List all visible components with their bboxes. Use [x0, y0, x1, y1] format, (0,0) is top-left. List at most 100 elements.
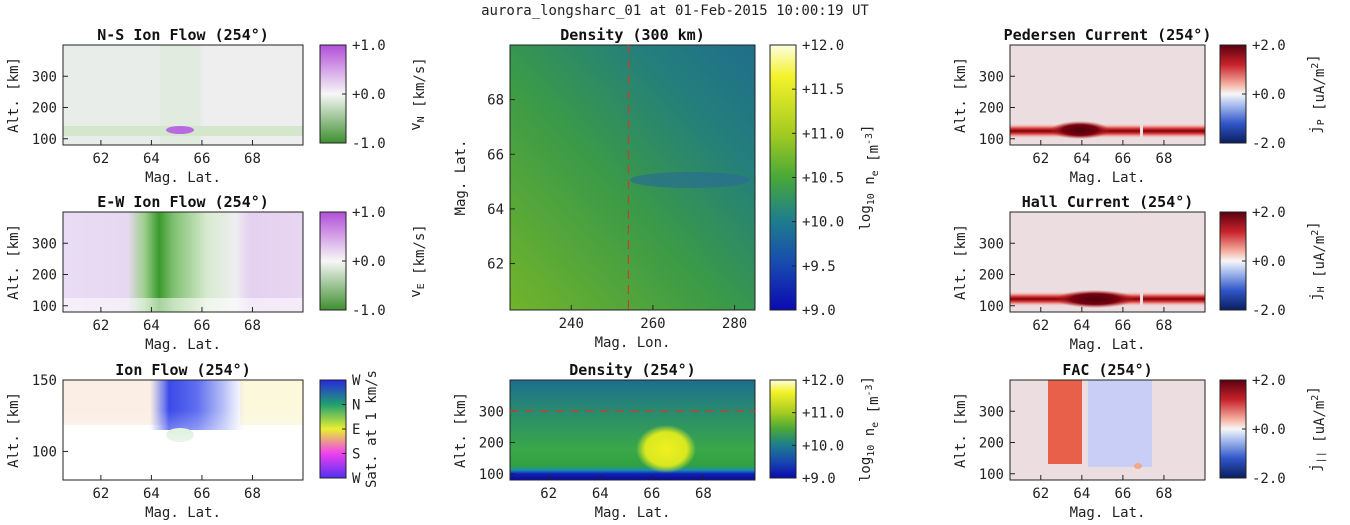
dens300-ytick-label: 64 [487, 202, 504, 218]
ped-xtick-label: 66 [1114, 151, 1131, 167]
chart-annotations: N-S Ion Flow (254°) 62 64 66 68 Mag. Lat. 100 2… [6, 26, 1328, 521]
flow-xtick-label: 66 [194, 486, 211, 502]
dens300-cbar-tick-label: +11.0 [802, 126, 844, 142]
flow-plot-frame [62, 379, 304, 481]
fac-xlabel: Mag. Lat. [1070, 505, 1146, 521]
dens300-colorbar-label-part: ] [860, 124, 876, 132]
flow-xtick-label: 62 [92, 486, 109, 502]
dens254-ytick-label: 300 [479, 404, 504, 420]
dens300-ytick-label: 62 [487, 257, 504, 273]
dens300-cbar-tick-label: +12.0 [802, 38, 844, 54]
flow-ytick-label: 100 [32, 444, 57, 460]
dens254-cbar-tick-label: +12.0 [802, 373, 844, 389]
flow-cbar-tick-label: W [352, 471, 361, 487]
dens254-colorbar-label-part: log [858, 457, 874, 482]
ns-xlabel: Mag. Lat. [145, 170, 221, 186]
ns-heatmap-image [63, 45, 303, 145]
dens300-cbar-tick-label: +11.5 [802, 82, 844, 98]
fac-plot-frame [1009, 379, 1206, 481]
ped-ytick-label: 100 [979, 132, 1004, 148]
ped-plot-frame [1009, 44, 1206, 146]
ns-ytick-label: 300 [32, 69, 57, 85]
ped-ytick-label: 200 [979, 101, 1004, 117]
dens300-colorbar-label-part: -3 [864, 133, 875, 145]
hall-colorbar-fill [1220, 212, 1246, 310]
dens300-colorbar-label-part: 10 [866, 193, 877, 205]
ns-cbar-tick-label: +0.0 [352, 87, 386, 103]
ew-colorbar-fill [320, 212, 346, 310]
ped-xlabel: Mag. Lat. [1070, 170, 1146, 186]
ew-xtick-label: 62 [92, 318, 109, 334]
fac-xtick-label: 64 [1073, 486, 1090, 502]
ns-plot-frame [62, 44, 304, 146]
hall-xtick-label: 66 [1114, 318, 1131, 334]
dens254-colorbar-label: log10 ne [m-3] [858, 376, 882, 482]
hall-colorbar-label-part: [uA/m [1312, 236, 1328, 287]
fac-colorbar-label-part: ] [1306, 386, 1322, 394]
flow-colorbar-label-part: Sat. at 1 km/s [364, 370, 380, 488]
dens254-ytick-label: 100 [479, 467, 504, 483]
fac-colorbar-label-part: [uA/m [1312, 401, 1328, 452]
hall-cbar-tick-label: +0.0 [1252, 254, 1286, 270]
ped-colorbar-fill [1220, 45, 1246, 143]
fac-heatmap-image [1010, 380, 1205, 480]
ped-colorbar-label-part: P [1316, 119, 1327, 125]
ew-cbar-tick-label: +1.0 [352, 205, 386, 221]
figure-title: aurora_longsharc_01 at 01-Feb-2015 10:00… [481, 3, 869, 19]
ns-xtick-label: 64 [143, 151, 160, 167]
fac-ytick-label: 200 [979, 436, 1004, 452]
fac-ylabel: Alt. [km] [953, 392, 969, 468]
dens300-xtick-label: 260 [640, 316, 665, 332]
flow-heatmap-image [63, 380, 303, 480]
hall-cbar-tick-label: -2.0 [1252, 303, 1286, 319]
hall-ylabel: Alt. [km] [953, 224, 969, 300]
hall-heatmap-image [1010, 212, 1205, 312]
ped-xtick-label: 62 [1032, 151, 1049, 167]
dens254-cbar-tick-label: +10.0 [802, 438, 844, 454]
ped-colorbar-label-part: 2 [1310, 63, 1321, 69]
ns-xtick-label: 62 [92, 151, 109, 167]
ns-colorbar-label-part: N [416, 116, 427, 122]
hall-colorbar-label-part: ] [1306, 221, 1322, 229]
dens254-xtick-label: 68 [695, 486, 712, 502]
dens254-xtick-label: 66 [643, 486, 660, 502]
flow-cbar-tick-label: W [352, 373, 361, 389]
fac-xtick-label: 66 [1114, 486, 1131, 502]
ew-xtick-label: 66 [194, 318, 211, 334]
ns-cbar-tick-label: -1.0 [352, 136, 386, 152]
dens254-colorbar-fill [770, 380, 796, 478]
fac-title: FAC (254°) [1062, 361, 1152, 379]
ns-colorbar-label: vN [km/s] [408, 57, 428, 130]
fac-cbar-tick-label: +0.0 [1252, 422, 1286, 438]
ns-ytick-label: 200 [32, 101, 57, 117]
fac-ytick-label: 300 [979, 404, 1004, 420]
flow-colorbar-fill [320, 380, 346, 478]
hall-xtick-label: 68 [1156, 318, 1173, 334]
flow-cbar-tick-label: N [352, 398, 360, 414]
dens254-title: Density (254°) [569, 361, 695, 379]
fac-ytick-label: 100 [979, 467, 1004, 483]
flow-ytick-label: 150 [32, 373, 57, 389]
ped-ylabel: Alt. [km] [953, 57, 969, 133]
hall-ytick-label: 300 [979, 236, 1004, 252]
hall-xtick-label: 62 [1032, 318, 1049, 334]
fac-colorbar-label-part: || [1316, 451, 1327, 463]
ew-colorbar-label-part: E [416, 283, 427, 289]
hall-colorbar-label-part: j [1308, 292, 1324, 300]
dens300-ytick-label: 68 [487, 93, 504, 109]
dens300-colorbar-fill [770, 45, 796, 310]
ew-xtick-label: 68 [244, 318, 261, 334]
dens254-colorbar-label-part: 10 [866, 445, 877, 457]
dens254-colorbar-label-part: n [862, 428, 878, 445]
fac-colorbar-label-part: j [1308, 463, 1324, 471]
hall-title: Hall Current (254°) [1022, 193, 1194, 211]
flow-ylabel: Alt. [km] [6, 392, 22, 468]
dens300-colorbar-label-part: log [858, 205, 874, 230]
dens300-cbar-tick-label: +10.0 [802, 215, 844, 231]
flow-xtick-label: 68 [244, 486, 261, 502]
ew-plot-frame [62, 211, 304, 313]
dens300-ylabel: Mag. Lat. [453, 140, 469, 216]
dens254-cbar-tick-label: +9.0 [802, 471, 836, 487]
fac-colorbar-fill [1220, 380, 1246, 478]
dens300-cbar-tick-label: +10.5 [802, 171, 844, 187]
